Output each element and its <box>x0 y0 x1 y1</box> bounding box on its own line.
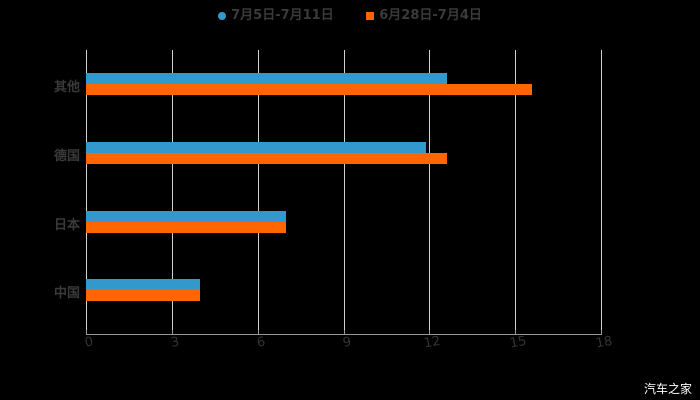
x-axis <box>86 330 602 335</box>
gridline <box>257 50 259 335</box>
gridline <box>601 50 602 335</box>
bar-1[interactable] <box>86 211 287 222</box>
legend-item-series-2[interactable]: 6月28日-7月4日 <box>366 4 482 23</box>
x-tick-label: 0 <box>83 334 95 351</box>
gridline <box>343 50 345 335</box>
bar-2[interactable] <box>86 290 201 301</box>
x-tick <box>171 330 173 335</box>
bar-2[interactable] <box>86 222 287 233</box>
gridline <box>429 50 431 335</box>
x-tick <box>429 330 431 335</box>
bar-1[interactable] <box>86 73 447 84</box>
bar-2[interactable] <box>86 153 447 164</box>
x-tick-label: 9 <box>341 334 353 351</box>
x-tick <box>601 330 602 335</box>
x-tick <box>515 330 517 335</box>
category-label: 德国 <box>53 149 80 164</box>
gridline <box>515 50 517 335</box>
bar-1[interactable] <box>86 142 427 153</box>
category-label: 其他 <box>53 80 80 95</box>
x-tick <box>86 330 87 335</box>
gridline <box>171 50 173 335</box>
x-tick <box>343 330 345 335</box>
x-tick <box>257 330 259 335</box>
circle-marker-icon <box>218 11 227 20</box>
y-axis-line <box>86 50 87 335</box>
bar-2[interactable] <box>86 84 533 95</box>
x-tick-label: 12 <box>423 333 442 352</box>
bar-1[interactable] <box>86 279 201 290</box>
x-tick-label: 15 <box>508 333 528 352</box>
x-tick-label: 18 <box>594 333 614 352</box>
x-tick-label: 3 <box>169 334 181 351</box>
category-label: 日本 <box>53 218 80 233</box>
square-marker-icon <box>366 11 375 20</box>
legend-item-series-1[interactable]: 7月5日-7月11日 <box>218 4 334 23</box>
category-label: 中国 <box>53 286 80 301</box>
plot-area <box>86 50 602 335</box>
legend: 7月5日-7月11日 6月28日-7月4日 <box>0 4 700 23</box>
watermark: 汽车之家 <box>643 382 692 396</box>
x-tick-label: 6 <box>255 334 267 351</box>
